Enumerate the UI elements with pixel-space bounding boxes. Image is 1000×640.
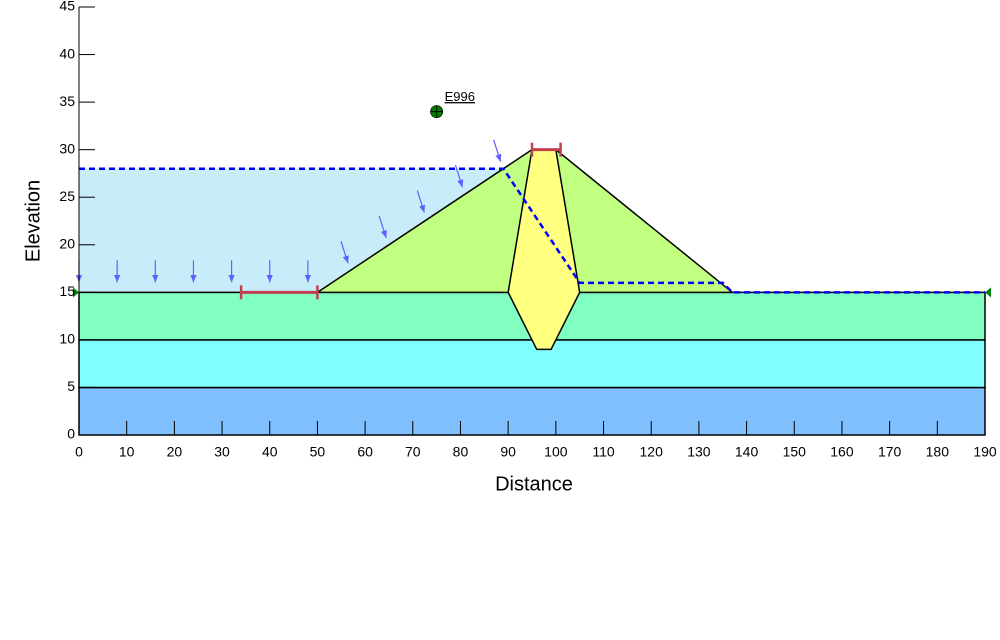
y-tick-label: 45 xyxy=(59,0,75,14)
x-tick-label: 0 xyxy=(75,444,83,460)
y-tick-label: 20 xyxy=(59,235,75,251)
y-tick-label: 15 xyxy=(59,283,75,299)
soil-region xyxy=(78,386,986,436)
x-tick-label: 190 xyxy=(973,444,997,460)
boundary-marker xyxy=(73,287,79,298)
x-tick-label: 120 xyxy=(640,444,664,460)
pressure-arrow-head xyxy=(190,274,197,283)
x-tick-label: 20 xyxy=(167,444,183,460)
y-tick-label: 25 xyxy=(59,188,75,204)
y-tick-label: 35 xyxy=(59,93,75,109)
x-axis-title: Distance xyxy=(495,473,573,495)
y-tick-label: 0 xyxy=(67,426,75,442)
pressure-arrow-head xyxy=(419,204,426,213)
x-tick-label: 60 xyxy=(357,444,373,460)
x-tick-label: 170 xyxy=(878,444,902,460)
point-label: E996 xyxy=(445,89,475,104)
y-tick-label: 5 xyxy=(67,378,75,394)
y-tick-label: 10 xyxy=(59,331,75,347)
pressure-arrow-head xyxy=(152,274,159,283)
pressure-arrow-head xyxy=(228,274,235,283)
x-tick-label: 160 xyxy=(830,444,854,460)
water xyxy=(79,168,504,293)
pressure-arrow-head xyxy=(457,179,464,188)
x-tick-label: 40 xyxy=(262,444,278,460)
y-tick-label: 30 xyxy=(59,140,75,156)
soil-region xyxy=(78,339,986,389)
pressure-arrow-head xyxy=(342,255,349,264)
x-tick-label: 10 xyxy=(119,444,135,460)
pressure-arrow-head xyxy=(114,274,121,283)
x-tick-label: 70 xyxy=(405,444,421,460)
y-axis-title: Elevation xyxy=(22,180,44,262)
x-tick-label: 150 xyxy=(783,444,807,460)
x-tick-label: 140 xyxy=(735,444,759,460)
y-tick-label: 40 xyxy=(59,45,75,61)
pressure-arrow-head xyxy=(266,274,273,283)
x-tick-label: 110 xyxy=(592,444,615,460)
boundary-marker xyxy=(985,287,991,298)
pressure-arrow-head xyxy=(304,274,311,283)
x-tick-label: 180 xyxy=(926,444,950,460)
piezometric-line xyxy=(79,167,985,294)
x-tick-label: 90 xyxy=(500,444,516,460)
pressure-arrow-head xyxy=(380,229,387,238)
x-tick-label: 50 xyxy=(310,444,326,460)
pressure-arrow-head xyxy=(495,153,502,162)
x-tick-label: 80 xyxy=(453,444,469,460)
x-tick-label: 130 xyxy=(687,444,711,460)
x-tick-label: 100 xyxy=(544,444,568,460)
x-tick-label: 30 xyxy=(214,444,230,460)
